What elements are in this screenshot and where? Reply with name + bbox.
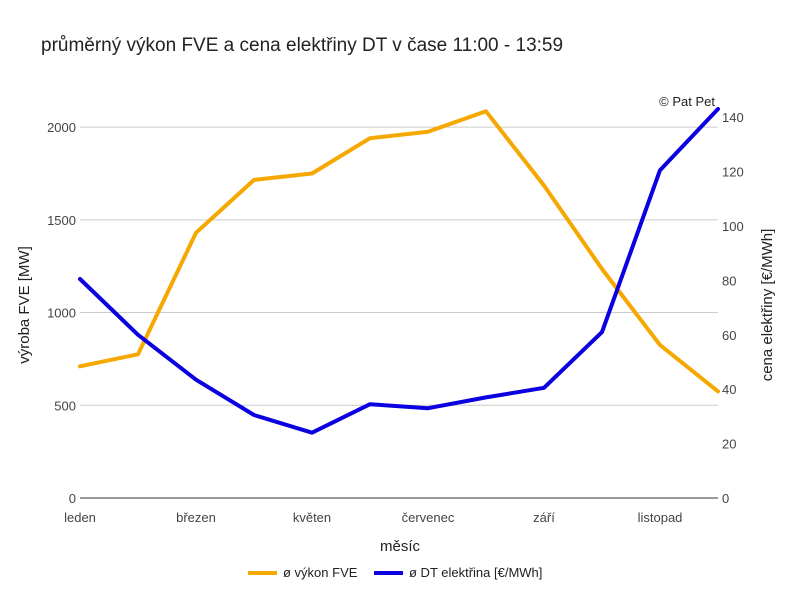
y-left-tick-label: 1500: [47, 213, 76, 228]
y-axis-right-title: cena elektřiny [€/MWh]: [759, 229, 776, 382]
y-left-tick-label: 500: [54, 398, 76, 413]
x-tick-label: červenec: [402, 510, 455, 525]
x-tick-label: březen: [176, 510, 216, 525]
y-right-tick-label: 0: [722, 491, 729, 506]
x-tick-label: listopad: [638, 510, 683, 525]
y-left-tick-label: 2000: [47, 120, 76, 135]
y-left-tick-label: 1000: [47, 306, 76, 321]
x-axis-title: měsíc: [380, 538, 421, 555]
legend-label-dt: ø DT elektřina [€/MWh]: [409, 565, 542, 580]
x-axis-ticks: leden březen květen červenec září listopad: [64, 510, 682, 525]
left-axis-ticks: 0 500 1000 1500 2000: [47, 120, 76, 506]
y-right-tick-label: 100: [722, 219, 744, 234]
chart-credit: © Pat Pet: [659, 94, 715, 109]
y-right-tick-label: 120: [722, 165, 744, 180]
x-tick-label: září: [533, 510, 555, 525]
right-axis-ticks: 0 20 40 60 80 100 120 140: [722, 110, 744, 506]
series-line-dt: [78, 107, 720, 435]
legend: ø výkon FVE ø DT elektřina [€/MWh]: [248, 565, 542, 580]
series-line-fve: [78, 109, 720, 394]
y-right-tick-label: 20: [722, 437, 736, 452]
chart-title: průměrný výkon FVE a cena elektřiny DT v…: [41, 35, 563, 56]
x-tick-label: leden: [64, 510, 96, 525]
y-left-tick-label: 0: [69, 491, 76, 506]
legend-label-fve: ø výkon FVE: [283, 565, 358, 580]
y-right-tick-label: 40: [722, 382, 736, 397]
y-axis-left-title: výroba FVE [MW]: [16, 246, 33, 364]
y-right-tick-label: 140: [722, 110, 744, 125]
series-lines: [78, 107, 720, 435]
y-right-tick-label: 80: [722, 273, 736, 288]
y-right-tick-label: 60: [722, 328, 736, 343]
x-tick-label: květen: [293, 510, 331, 525]
